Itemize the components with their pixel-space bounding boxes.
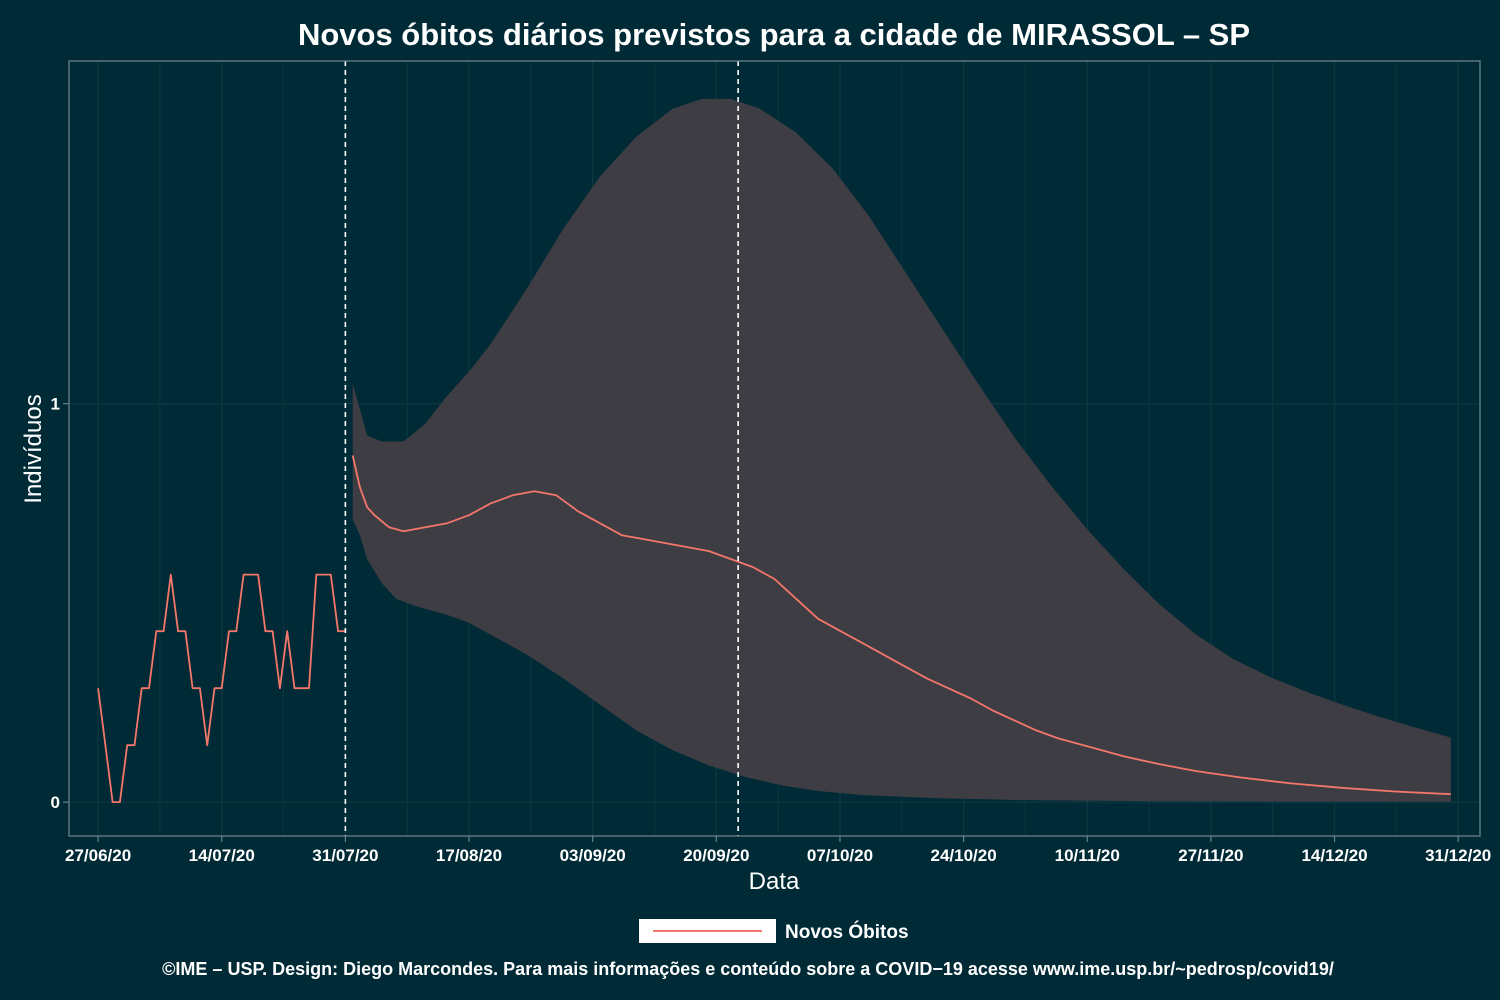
x-tick-label: 24/10/20 (931, 846, 997, 865)
confidence-band-layer (352, 98, 1451, 802)
chart-title: Novos óbitos diários previstos para a ci… (298, 17, 1250, 52)
y-axis-ticks: 01 (51, 395, 69, 812)
legend: Novos Óbitos (639, 919, 909, 943)
x-tick-label: 14/07/20 (189, 846, 255, 865)
x-tick-label: 20/09/20 (683, 846, 749, 865)
footer-credit: ©IME – USP. Design: Diego Marcondes. Par… (162, 959, 1334, 979)
x-tick-label: 27/11/20 (1178, 846, 1243, 865)
x-tick-label: 14/12/20 (1301, 846, 1367, 865)
confidence-band (352, 98, 1451, 802)
x-tick-label: 10/11/20 (1055, 846, 1120, 865)
x-tick-label: 31/07/20 (312, 846, 378, 865)
x-tick-label: 17/08/20 (436, 846, 502, 865)
x-tick-label: 31/12/20 (1425, 846, 1491, 865)
plot-area (68, 60, 1481, 837)
x-tick-label: 07/10/20 (807, 846, 873, 865)
x-axis-ticks: 27/06/20 14/07/20 31/07/20 17/08/20 03/09/20… (65, 836, 1491, 865)
x-tick-label: 03/09/20 (560, 846, 626, 865)
x-tick-label: 27/06/20 (65, 846, 131, 865)
legend-label: Novos Óbitos (785, 921, 909, 943)
plot-border (68, 60, 1481, 837)
reference-lines (344, 61, 739, 836)
y-axis-title: Indivíduos (20, 394, 47, 503)
y-tick-label: 0 (51, 793, 60, 812)
series-line-observed (97, 573, 346, 803)
y-tick-label: 1 (51, 395, 60, 414)
series-line-forecast (351, 455, 1451, 796)
x-axis-title: Data (749, 868, 800, 895)
line-layer (97, 455, 1451, 803)
